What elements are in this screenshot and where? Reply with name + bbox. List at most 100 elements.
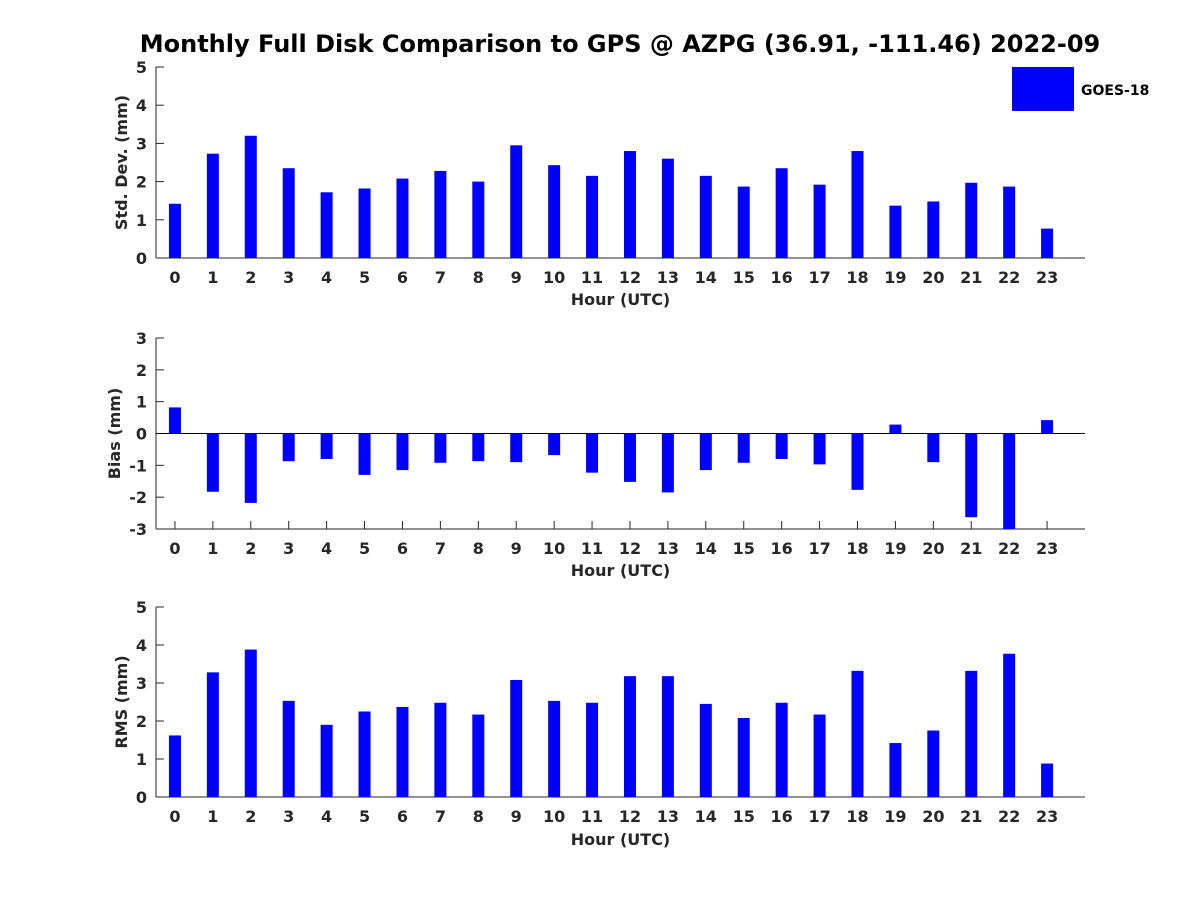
bar [548, 165, 561, 258]
bar [548, 433, 561, 456]
bar [775, 433, 788, 459]
x-tick: 3 [283, 521, 294, 558]
y-tick-label: 2 [136, 173, 147, 192]
y-tick-label: 5 [136, 58, 147, 77]
y-tick: -3 [129, 520, 164, 539]
x-tick-label: 23 [1036, 807, 1058, 826]
x-tick-label: 16 [771, 539, 793, 558]
y-tick: 0 [136, 788, 164, 807]
x-tick: 5 [359, 521, 370, 558]
legend-label: GOES-18 [1081, 83, 1149, 99]
bar [927, 433, 940, 463]
bar [206, 153, 219, 258]
x-tick-label: 11 [581, 539, 603, 558]
y-tick-label: 3 [136, 134, 147, 153]
x-tick-label: 8 [473, 807, 484, 826]
x-tick-label: 13 [657, 807, 679, 826]
x-tick: 14 [695, 521, 717, 558]
y-tick: 5 [136, 58, 164, 77]
bar [510, 433, 523, 463]
x-tick-label: 5 [359, 539, 370, 558]
y-tick-label: 1 [136, 750, 147, 769]
y-tick: 1 [136, 211, 164, 230]
x-tick: 18 [846, 521, 869, 558]
x-tick-label: 11 [581, 807, 603, 826]
x-tick-label: 7 [435, 539, 446, 558]
bar [813, 714, 826, 797]
bar [699, 175, 712, 258]
y-tick: 1 [136, 393, 164, 412]
x-tick: 13 [657, 521, 679, 558]
y-tick-label: 2 [136, 712, 147, 731]
x-tick-label: 10 [543, 268, 565, 287]
x-tick-label: 15 [733, 807, 755, 826]
y-tick: 0 [136, 249, 164, 268]
bar [889, 205, 902, 258]
x-tick-label: 20 [922, 807, 944, 826]
x-tick-label: 19 [884, 268, 906, 287]
x-tick-label: 4 [321, 539, 332, 558]
y-tick: 4 [136, 96, 164, 115]
x-tick: 17 [808, 521, 831, 558]
x-tick-label: 12 [619, 539, 641, 558]
y-tick-label: -3 [129, 520, 147, 539]
bar [548, 700, 561, 797]
x-tick-label: 10 [543, 539, 565, 558]
x-axis-label: Hour (UTC) [571, 830, 671, 849]
x-tick-label: 21 [960, 539, 982, 558]
x-tick-label: 9 [511, 539, 522, 558]
x-tick-label: 15 [733, 268, 755, 287]
bar [586, 433, 599, 473]
y-tick: 2 [136, 712, 164, 731]
bar [396, 178, 409, 258]
x-tick-label: 19 [884, 807, 906, 826]
x-axis-label: Hour (UTC) [571, 561, 671, 580]
x-tick-label: 3 [283, 807, 294, 826]
x-tick-label: 1 [207, 539, 218, 558]
bar [775, 168, 788, 258]
bar [510, 145, 523, 258]
y-axis-label: Std. Dev. (mm) [112, 95, 131, 230]
x-tick-label: 14 [695, 268, 717, 287]
x-tick-label: 13 [657, 268, 679, 287]
bar [699, 703, 712, 797]
x-tick: 2 [245, 521, 256, 558]
x-tick-label: 22 [998, 807, 1020, 826]
x-tick-label: 5 [359, 268, 370, 287]
x-tick-label: 12 [619, 807, 641, 826]
bar [168, 203, 181, 258]
bar [320, 433, 333, 459]
x-tick-label: 23 [1036, 268, 1058, 287]
bar [244, 135, 257, 258]
x-tick: 16 [771, 521, 793, 558]
x-tick-label: 19 [884, 539, 906, 558]
x-tick-label: 6 [397, 539, 408, 558]
x-tick: 15 [733, 521, 755, 558]
x-tick-label: 21 [960, 807, 982, 826]
y-tick-label: 4 [136, 636, 147, 655]
y-tick-label: 4 [136, 96, 147, 115]
x-tick-label: 10 [543, 807, 565, 826]
x-tick-label: 4 [321, 268, 332, 287]
bar [320, 192, 333, 258]
bar [737, 433, 750, 463]
x-tick-label: 17 [808, 268, 830, 287]
bar [775, 702, 788, 797]
x-tick-label: 23 [1036, 539, 1058, 558]
x-tick: 6 [397, 521, 408, 558]
y-tick: -1 [129, 456, 164, 475]
bar [965, 182, 978, 258]
x-tick: 19 [884, 521, 907, 558]
x-tick-label: 16 [771, 268, 793, 287]
bar [510, 679, 523, 797]
bar [472, 433, 485, 462]
x-tick-label: 18 [846, 807, 868, 826]
x-tick-label: 3 [283, 539, 294, 558]
bar [282, 700, 295, 797]
bar [623, 433, 636, 482]
y-tick-label: -1 [129, 456, 147, 475]
bar [168, 407, 181, 434]
